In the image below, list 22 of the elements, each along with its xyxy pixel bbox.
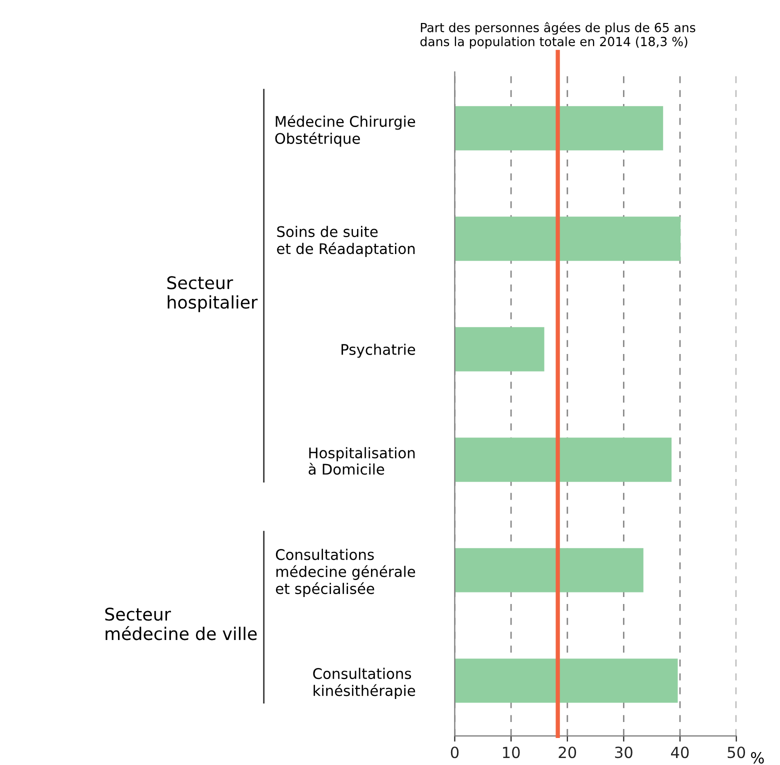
x-tick-label: 50 <box>728 746 746 758</box>
y-tick-label: Consultations médecine générale et spécialisée <box>276 548 416 597</box>
x-tick-label: 20 <box>558 746 576 758</box>
y-tick-label: Hospitalisation à Domicile <box>308 447 415 475</box>
bar <box>454 658 678 703</box>
x-tick-label: 0 <box>450 746 459 758</box>
bar <box>454 548 644 592</box>
bar <box>454 106 664 150</box>
bar <box>454 438 672 482</box>
bar <box>454 216 681 261</box>
x-tick-label: 10 <box>503 746 520 758</box>
y-tick-label: Consultations kinésithérapie <box>313 668 416 699</box>
x-tick-label: 40 <box>671 746 689 758</box>
text: Secteur hospitalier <box>167 276 258 312</box>
x-tick-label: 30 <box>615 746 632 758</box>
y-tick-label: Psychatrie <box>342 344 416 358</box>
ref-line-label: Part des personnes âgées de plus de 65 ans dans la population totale en 2014 (18,3 %) <box>420 22 696 49</box>
bar <box>454 327 544 372</box>
text: Secteur médecine de ville <box>105 608 257 640</box>
y-tick-label: Médecine Chirurgie Obstétrique <box>275 115 416 147</box>
x-axis-title: % <box>751 752 764 764</box>
y-tick-label: Soins de suite et de Réadaptation <box>277 226 415 257</box>
